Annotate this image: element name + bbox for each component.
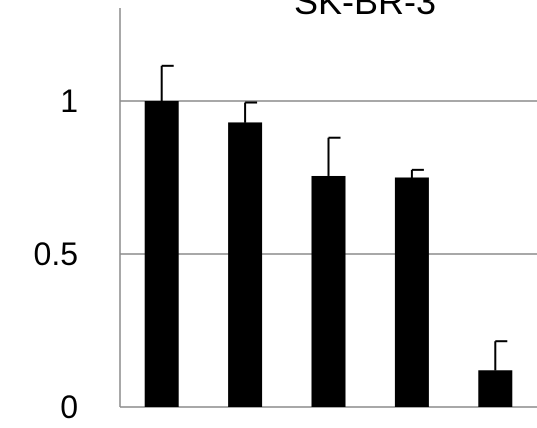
y-tick-labels: 00.51 bbox=[34, 83, 78, 425]
bars bbox=[144, 101, 513, 408]
bar bbox=[394, 177, 429, 407]
bar bbox=[478, 370, 513, 407]
y-tick-label: 1 bbox=[60, 83, 78, 119]
y-tick-label: 0.5 bbox=[34, 236, 78, 272]
y-tick-label: 0 bbox=[60, 389, 78, 425]
bar bbox=[311, 175, 346, 407]
error-bars bbox=[160, 64, 508, 371]
bar bbox=[228, 122, 263, 408]
chart-title: SK-BR-3 bbox=[294, 0, 436, 22]
bar bbox=[144, 101, 179, 407]
